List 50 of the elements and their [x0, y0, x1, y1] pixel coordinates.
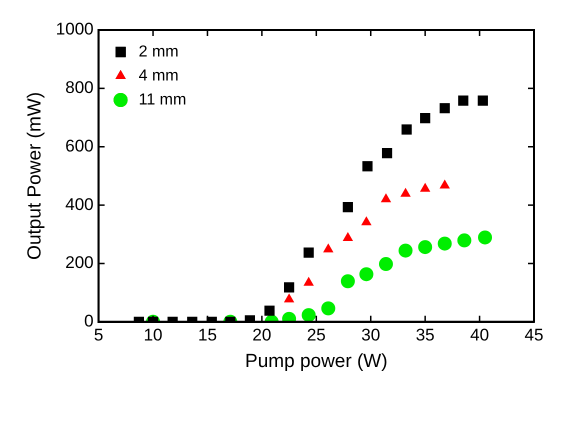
point — [321, 301, 336, 316]
point — [420, 113, 430, 124]
point — [284, 282, 294, 292]
point — [400, 188, 410, 197]
legend-label: 11 mm — [138, 91, 186, 108]
y-tick-label: 200 — [65, 253, 94, 272]
x-tick-label: 20 — [252, 326, 272, 345]
point — [381, 194, 391, 202]
point — [342, 202, 353, 212]
x-tick-label: 40 — [470, 326, 490, 345]
x-tick-label: 10 — [144, 326, 162, 345]
point — [304, 248, 314, 258]
point — [420, 183, 430, 192]
point — [478, 230, 492, 244]
x-axis-title: Pump power (W) — [245, 350, 388, 372]
point — [264, 306, 275, 316]
y-tick-label: 1000 — [56, 20, 94, 39]
point — [302, 308, 316, 322]
point — [378, 257, 393, 272]
point — [382, 148, 392, 158]
point — [304, 277, 314, 286]
point — [478, 96, 488, 106]
legend-label: 2 mm — [138, 43, 179, 60]
point — [440, 180, 450, 189]
point — [458, 96, 468, 106]
point — [418, 240, 432, 254]
point — [398, 244, 413, 258]
point — [359, 267, 374, 282]
point — [343, 232, 353, 242]
point — [284, 294, 294, 302]
point — [402, 124, 412, 135]
legend-label: 4 mm — [138, 67, 179, 84]
y-tick-label: 0 — [84, 311, 94, 330]
point — [457, 233, 472, 248]
point — [438, 236, 452, 251]
point — [340, 274, 355, 288]
x-tick-label: 15 — [198, 326, 217, 345]
x-tick-label: 35 — [416, 326, 435, 345]
y-tick-label: 800 — [65, 78, 94, 98]
point — [323, 244, 334, 252]
x-tick-label: 25 — [306, 326, 326, 345]
x-tick-label: 30 — [361, 326, 380, 345]
y-tick-label: 400 — [65, 194, 94, 214]
x-tick-label: 45 — [524, 326, 544, 345]
point — [362, 161, 373, 172]
point — [440, 103, 450, 114]
x-tick-label: 5 — [94, 326, 104, 345]
point — [362, 216, 372, 226]
y-tick-label: 600 — [65, 136, 94, 156]
y-axis-title: Output Power (mW) — [24, 92, 46, 260]
